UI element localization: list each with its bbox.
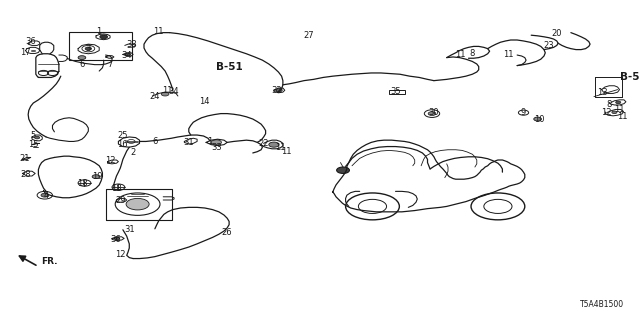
Text: 31: 31 — [124, 225, 134, 234]
Bar — [389, 90, 405, 94]
Text: 30: 30 — [429, 108, 439, 117]
Text: 11: 11 — [282, 148, 292, 156]
Text: 1: 1 — [207, 137, 212, 146]
Circle shape — [125, 53, 131, 56]
Text: 34: 34 — [169, 87, 179, 96]
Text: 11: 11 — [275, 143, 285, 152]
Circle shape — [616, 101, 621, 104]
Text: 1: 1 — [97, 28, 102, 36]
Text: 20: 20 — [552, 29, 562, 38]
Text: 11: 11 — [504, 50, 514, 59]
Text: 13: 13 — [598, 88, 608, 97]
Text: 2: 2 — [131, 148, 136, 157]
Text: 33: 33 — [126, 40, 136, 49]
Text: 11: 11 — [617, 112, 627, 121]
Text: 18: 18 — [77, 180, 87, 188]
Circle shape — [41, 193, 49, 197]
Circle shape — [35, 136, 40, 139]
Text: 32: 32 — [271, 86, 282, 95]
Text: 15: 15 — [28, 140, 38, 149]
Text: T5A4B1500: T5A4B1500 — [580, 300, 623, 309]
Bar — [69, 32, 132, 60]
Text: 31: 31 — [184, 138, 194, 147]
Text: B-51: B-51 — [216, 61, 243, 72]
Circle shape — [269, 142, 279, 147]
Text: 19: 19 — [92, 172, 102, 181]
Text: FR.: FR. — [41, 257, 58, 266]
Text: 33: 33 — [211, 143, 221, 152]
Text: 8: 8 — [607, 100, 612, 109]
Text: 22: 22 — [259, 139, 269, 148]
Text: 16: 16 — [118, 140, 128, 149]
Circle shape — [161, 92, 169, 96]
Text: 4: 4 — [44, 191, 49, 200]
Circle shape — [100, 35, 108, 39]
Text: 28: 28 — [20, 170, 31, 179]
Text: 21: 21 — [19, 154, 29, 163]
Circle shape — [85, 47, 92, 50]
Text: 29: 29 — [115, 196, 125, 205]
Text: 23: 23 — [544, 41, 554, 50]
Text: 27: 27 — [303, 31, 314, 40]
Circle shape — [534, 117, 541, 121]
Text: 36: 36 — [110, 235, 120, 244]
Text: 25: 25 — [118, 131, 128, 140]
Circle shape — [337, 167, 349, 173]
Text: 11: 11 — [456, 50, 466, 59]
Circle shape — [78, 56, 86, 60]
Circle shape — [276, 89, 282, 92]
Text: 12: 12 — [105, 156, 115, 165]
Circle shape — [428, 112, 436, 116]
Text: 36: 36 — [26, 37, 36, 46]
Text: 26: 26 — [222, 228, 232, 237]
Text: 7: 7 — [108, 60, 113, 69]
Text: 6: 6 — [79, 60, 84, 69]
Text: 10: 10 — [534, 115, 544, 124]
Text: 24: 24 — [150, 92, 160, 101]
Text: 3: 3 — [86, 44, 91, 53]
Circle shape — [126, 198, 149, 210]
Circle shape — [92, 175, 100, 179]
Circle shape — [115, 237, 120, 240]
Text: B-55: B-55 — [620, 72, 640, 83]
Text: 11: 11 — [163, 86, 173, 95]
Text: 35: 35 — [390, 87, 401, 96]
Text: 12: 12 — [115, 250, 125, 259]
Text: 18: 18 — [111, 184, 122, 193]
Text: 12: 12 — [602, 108, 612, 117]
Text: 8: 8 — [470, 49, 475, 58]
Text: 34: 34 — [122, 51, 132, 60]
Text: 5: 5 — [31, 132, 36, 140]
Text: 11: 11 — [154, 28, 164, 36]
Text: 17: 17 — [20, 48, 31, 57]
Text: 14: 14 — [200, 97, 210, 106]
Text: 9: 9 — [521, 108, 526, 117]
Circle shape — [612, 111, 617, 114]
Circle shape — [211, 140, 221, 145]
Text: 11: 11 — [614, 105, 625, 114]
Text: 6: 6 — [152, 137, 157, 146]
